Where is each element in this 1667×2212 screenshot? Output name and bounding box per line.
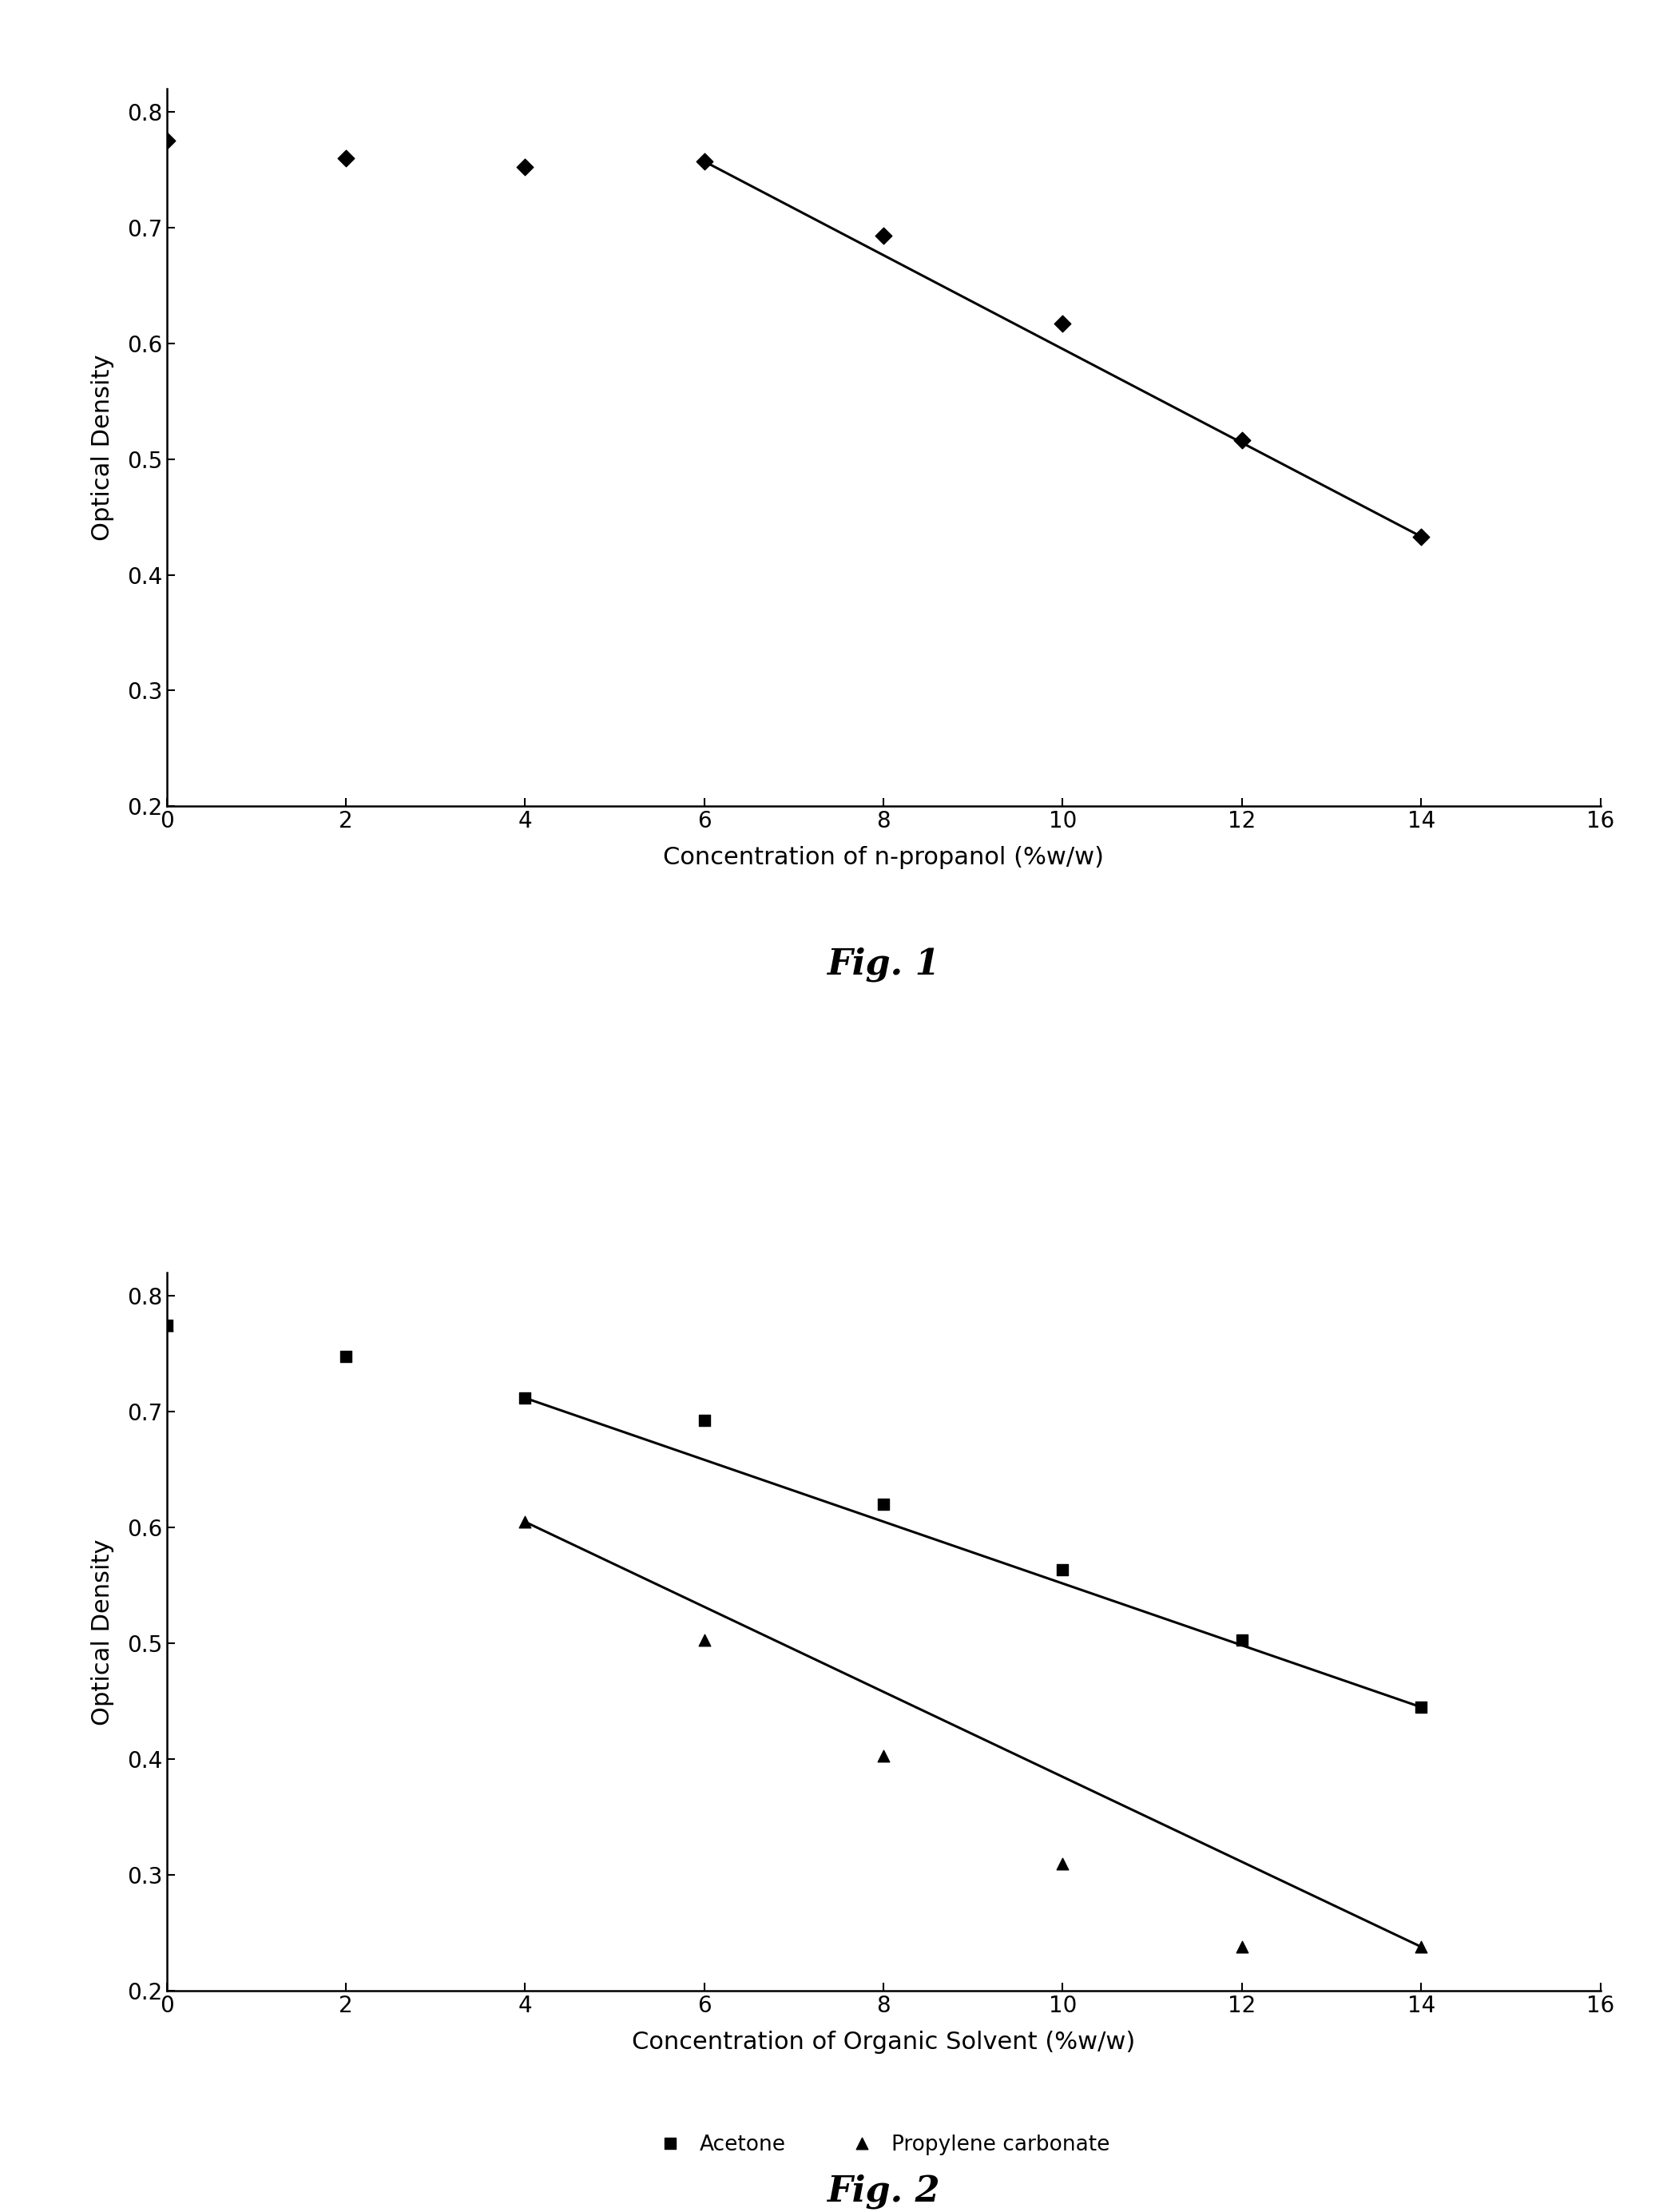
- Acetone: [692, 1402, 718, 1438]
- Text: Fig. 2: Fig. 2: [827, 2174, 940, 2210]
- Acetone: [1407, 1690, 1434, 1725]
- X-axis label: Concentration of Organic Solvent (%w/w): Concentration of Organic Solvent (%w/w): [632, 2031, 1135, 2053]
- Point: [1229, 422, 1255, 458]
- Acetone: [333, 1338, 360, 1374]
- Point: [512, 150, 538, 186]
- Acetone: [153, 1307, 180, 1343]
- Acetone: [1050, 1551, 1077, 1586]
- Y-axis label: Optical Density: Optical Density: [92, 354, 113, 540]
- Point: [692, 144, 718, 179]
- X-axis label: Concentration of n-propanol (%w/w): Concentration of n-propanol (%w/w): [663, 845, 1104, 869]
- Acetone: [512, 1380, 538, 1416]
- Y-axis label: Optical Density: Optical Density: [92, 1540, 113, 1725]
- Point: [1407, 520, 1434, 555]
- Point: [1050, 305, 1077, 341]
- Propylene carbonate: [512, 1504, 538, 1540]
- Propylene carbonate: [153, 1307, 180, 1343]
- Propylene carbonate: [1229, 1929, 1255, 1964]
- Propylene carbonate: [1050, 1845, 1077, 1880]
- Acetone: [870, 1486, 897, 1522]
- Point: [870, 217, 897, 252]
- Text: Fig. 1: Fig. 1: [827, 947, 940, 982]
- Acetone: [1229, 1621, 1255, 1657]
- Legend: Acetone, Propylene carbonate: Acetone, Propylene carbonate: [647, 2124, 1120, 2166]
- Point: [333, 139, 360, 175]
- Propylene carbonate: [870, 1739, 897, 1774]
- Point: [153, 124, 180, 159]
- Propylene carbonate: [1407, 1929, 1434, 1964]
- Propylene carbonate: [692, 1621, 718, 1657]
